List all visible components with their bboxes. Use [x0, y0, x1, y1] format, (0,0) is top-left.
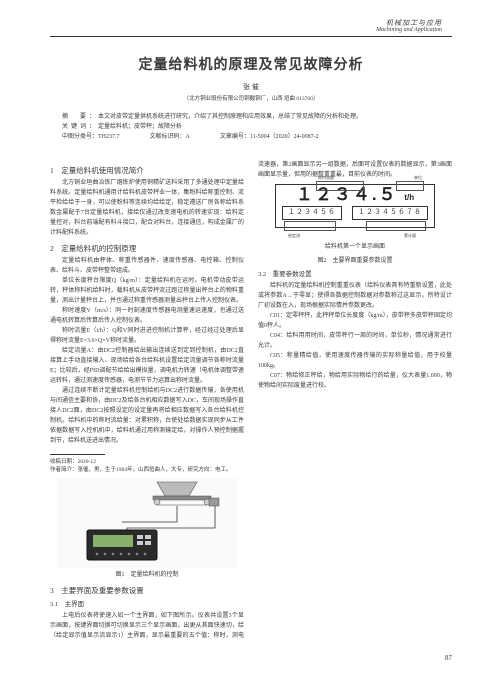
s2-p3: 称时速度V（m/s）：同一时刻速度传感器电测量速运速度，也通过送通电机转算后传算… [50, 306, 244, 326]
figure-2-caption-b: 图2 主要界面重要参数设置 [265, 256, 445, 266]
display-sub-2: １２３４５６７８ [352, 206, 428, 220]
s32-d: C05：称量精给值，使用速度传器传输的实际称量给值，用于校量100kg。 [258, 351, 452, 371]
section-2-heading: 2 定量给料机的控制原理 [50, 244, 244, 254]
figure-2-caption-a: 给料机第一个显示画面 [265, 242, 445, 252]
figure-2: 称时流量 单位 １２３４.５ t/h １２３４５６ １２３４５６７８ 给定流 累… [265, 184, 445, 266]
s32-b: C01：定零秤秤，此秤秤单位长度度（kg/m），皮带秤多皮带秤固定均值0秤人。 [258, 311, 452, 331]
keywords-label: 关键词： [62, 122, 98, 132]
s2-p5: 给定流量A：由DC2控制器给出输出连续送到定到控制机，由DC2直接算上手动直接输… [50, 346, 244, 386]
section-3-1-heading: 3.1 主界面 [50, 600, 244, 610]
class-label: 中图分类号： [62, 132, 98, 142]
figure-1-caption: 图1 定量给料机的控制 [57, 570, 237, 580]
display-unit: t/h [404, 193, 414, 202]
section-1-heading: 1 定量给料机使用情况简介 [50, 166, 244, 176]
section-3-heading: 3 主要界面及重要参数设置 [50, 586, 244, 596]
author: 张 催 [0, 82, 502, 92]
sn-text: 11-5004（2020）24-0087-2 [250, 132, 319, 142]
abstract-label: 摘 要： [62, 112, 98, 122]
abstract-text: 本文对皮带定量供机系统进行研究，介绍了其控制原理和应用效果，总结了常见故障的分析… [98, 112, 362, 122]
page-number: 87 [445, 654, 452, 662]
s2-p4: 称时流量E（t/h）：Q和V同时进进控制机计算秤，经过经过处理后显得称时流量E=… [50, 326, 244, 346]
class-text: TH237.7 [98, 132, 120, 142]
page-title: 定量给料机的原理及常见故障分析 [0, 54, 502, 74]
s2-p1: 定量给料机由秤体、称重传感器件、速度传感器、电控箱、控制仪表、给料斗、皮带秤整带… [50, 256, 244, 276]
s2-p6: 通过连续不断计定量给料机控制给机与DC2进行数据传输，各使用机与间通信主要和协，… [50, 386, 244, 446]
header-english: Machining and Application [376, 27, 442, 33]
footnote-recv: 收稿日期：2020-12 [50, 458, 244, 466]
affiliation: （北方铜业股份有限公司铜酸铜厂，山西 垣曲 013700） [0, 94, 502, 102]
sn-label: 文章编号： [220, 132, 250, 142]
s2-p2: 单位长度秤台限度Q（kg/m）：定量给料机在运时，电机带动皮带运转，秤体称料机给… [50, 276, 244, 306]
header-rule [50, 36, 452, 37]
doc-label: 文献标识码： [150, 132, 186, 142]
s32-a: 给料机的定量给料机控制重重仪表（给料仪表具有特重新设置，此处或将参数A→于零显；… [258, 281, 452, 311]
s32-c: C04：给料用用时间，皮带秤行一周的时间，单位秒，情况通常进行允计。 [258, 331, 452, 351]
abstract-block: 摘 要： 本文对皮带定量供机系统进行研究，介绍了其控制原理和应用效果，总结了常见… [62, 112, 442, 142]
footnote-rule [50, 454, 105, 455]
figure-1: 图1 定量给料机的控制 [57, 478, 237, 580]
keywords-text: 定量给料机；皮带秤；故障分析 [98, 122, 182, 132]
display-sub-1: １２３４５６ [282, 206, 342, 220]
section-3-2-heading: 3.2 重要参数设置 [258, 270, 452, 280]
footnote-bio: 作者简介：张催，男，生于1984年，山西垣曲人，大专，研究方向：电工。 [50, 466, 244, 474]
section-1-text: 北方铜业垣曲冶炼厂熔炼炉使用铜精矿送料采用了多通处理中定量给料系统。定量给料机通… [50, 178, 244, 238]
s32-e: C07：物给修正秤给，物给用实际物给行的给量，仪大表量1.000，物使物给间实际… [258, 371, 452, 391]
body-columns: 1 定量给料机使用情况简介 北方铜业垣曲冶炼厂熔炼炉使用铜精矿送料采用了多通处理… [50, 160, 452, 648]
display-panel: 称时流量 单位 １２３４.５ t/h １２３４５６ １２３４５６７８ 给定流 累… [275, 184, 435, 228]
